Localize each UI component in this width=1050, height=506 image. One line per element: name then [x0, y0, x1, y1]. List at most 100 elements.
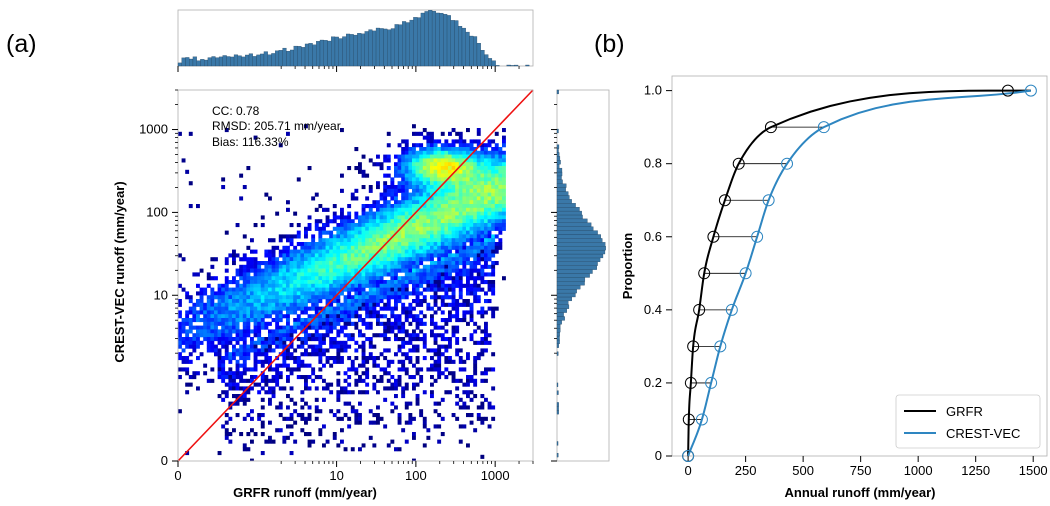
heatmap-cell	[430, 150, 434, 155]
heatmap-cell	[188, 295, 193, 300]
heatmap-cell	[484, 321, 488, 326]
heatmap-cell	[408, 181, 413, 186]
heatmap-cell	[401, 321, 406, 326]
heatmap-cell	[181, 359, 186, 364]
heatmap-cell	[401, 287, 406, 292]
heatmap-cell	[408, 245, 413, 250]
heatmap-cell	[408, 207, 413, 212]
heatmap-cell	[329, 249, 334, 254]
heatmap-cell	[221, 397, 226, 402]
heatmap-cell	[304, 348, 308, 353]
heatmap-cell	[408, 333, 413, 338]
heatmap-cell	[271, 238, 276, 243]
heatmap-cell	[361, 272, 366, 277]
heatmap-cell	[401, 173, 406, 178]
heatmap-cell	[451, 219, 456, 224]
heatmap-cell	[343, 276, 348, 281]
heatmap-cell	[311, 264, 316, 269]
heatmap-cell	[282, 291, 287, 296]
top-histogram-bar	[461, 27, 466, 67]
heatmap-cell	[365, 242, 370, 247]
heatmap-cell	[307, 318, 312, 323]
heatmap-cell	[365, 390, 370, 395]
heatmap-cell	[203, 310, 208, 315]
heatmap-cell	[271, 245, 276, 250]
heatmap-cell	[350, 253, 355, 258]
heatmap-cell	[336, 416, 341, 421]
heatmap-cell	[253, 310, 258, 315]
heatmap-cell	[178, 409, 182, 414]
heatmap-cell	[451, 143, 456, 148]
heatmap-cell	[469, 378, 474, 383]
heatmap-cell	[386, 329, 391, 334]
heatmap-cell	[415, 382, 420, 387]
heatmap-cell	[286, 363, 290, 368]
heatmap-cell	[278, 325, 283, 330]
heatmap-cell	[340, 242, 344, 247]
heatmap-cell	[469, 185, 474, 190]
heatmap-cell	[404, 150, 409, 155]
heatmap-cell	[462, 196, 467, 201]
heatmap-cell	[278, 299, 283, 304]
heatmap-cell	[347, 219, 352, 224]
heatmap-cell	[253, 264, 258, 269]
heatmap-cell	[307, 268, 312, 273]
heatmap-cell	[437, 356, 442, 361]
heatmap-cell	[480, 264, 485, 269]
heatmap-cell	[325, 230, 330, 235]
heatmap-cell	[300, 276, 305, 281]
heatmap-cell	[422, 287, 427, 292]
heatmap-cell	[444, 329, 449, 334]
heatmap-cell	[239, 348, 244, 353]
heatmap-cell	[390, 196, 395, 201]
heatmap-cell	[476, 177, 481, 182]
heatmap-cell	[444, 139, 449, 144]
heatmap-cell	[253, 314, 258, 319]
heatmap-cell	[444, 318, 449, 323]
heatmap-cell	[304, 268, 308, 273]
heatmap-cell	[480, 340, 485, 345]
heatmap-cell	[455, 386, 460, 391]
heatmap-cell	[350, 306, 355, 311]
heatmap-cell	[354, 420, 359, 425]
heatmap-cell	[386, 443, 391, 448]
heatmap-cell	[289, 276, 294, 281]
heatmap-cell	[415, 196, 420, 201]
heatmap-cell	[448, 196, 452, 201]
heatmap-cell	[444, 185, 449, 190]
heatmap-cell	[419, 169, 424, 174]
heatmap-cell	[444, 223, 449, 228]
heatmap-cell	[289, 261, 294, 266]
heatmap-cell	[386, 371, 391, 376]
heatmap-cell	[494, 234, 499, 239]
heatmap-cell	[491, 416, 496, 421]
heatmap-cell	[347, 401, 352, 406]
heatmap-cell	[354, 147, 359, 152]
heatmap-cell	[415, 143, 420, 148]
heatmap-cell	[214, 302, 218, 307]
heatmap-cell	[336, 245, 341, 250]
heatmap-cell	[278, 333, 283, 338]
heatmap-cell	[473, 150, 478, 155]
heatmap-cell	[433, 204, 438, 209]
heatmap-cell	[185, 310, 190, 315]
right-histogram-bar	[556, 269, 593, 274]
heatmap-cell	[487, 234, 492, 239]
heatmap-cell	[390, 223, 395, 228]
heatmap-cell	[394, 295, 398, 300]
heatmap-cell	[300, 352, 305, 357]
heatmap-cell	[376, 230, 380, 235]
heatmap-cell	[415, 344, 420, 349]
heatmap-cell	[422, 128, 427, 133]
heatmap-cell	[401, 185, 406, 190]
heatmap-cell	[358, 166, 362, 171]
crest-vec-quantile-marker	[695, 413, 708, 426]
right-histogram-bar	[556, 308, 567, 313]
heatmap-cell	[361, 234, 366, 239]
heatmap-cell	[268, 314, 272, 319]
heatmap-cell	[293, 295, 298, 300]
heatmap-cell	[188, 131, 193, 136]
heatmap-cell	[372, 261, 377, 266]
heatmap-cell	[433, 276, 438, 281]
heatmap-cell	[455, 253, 460, 258]
